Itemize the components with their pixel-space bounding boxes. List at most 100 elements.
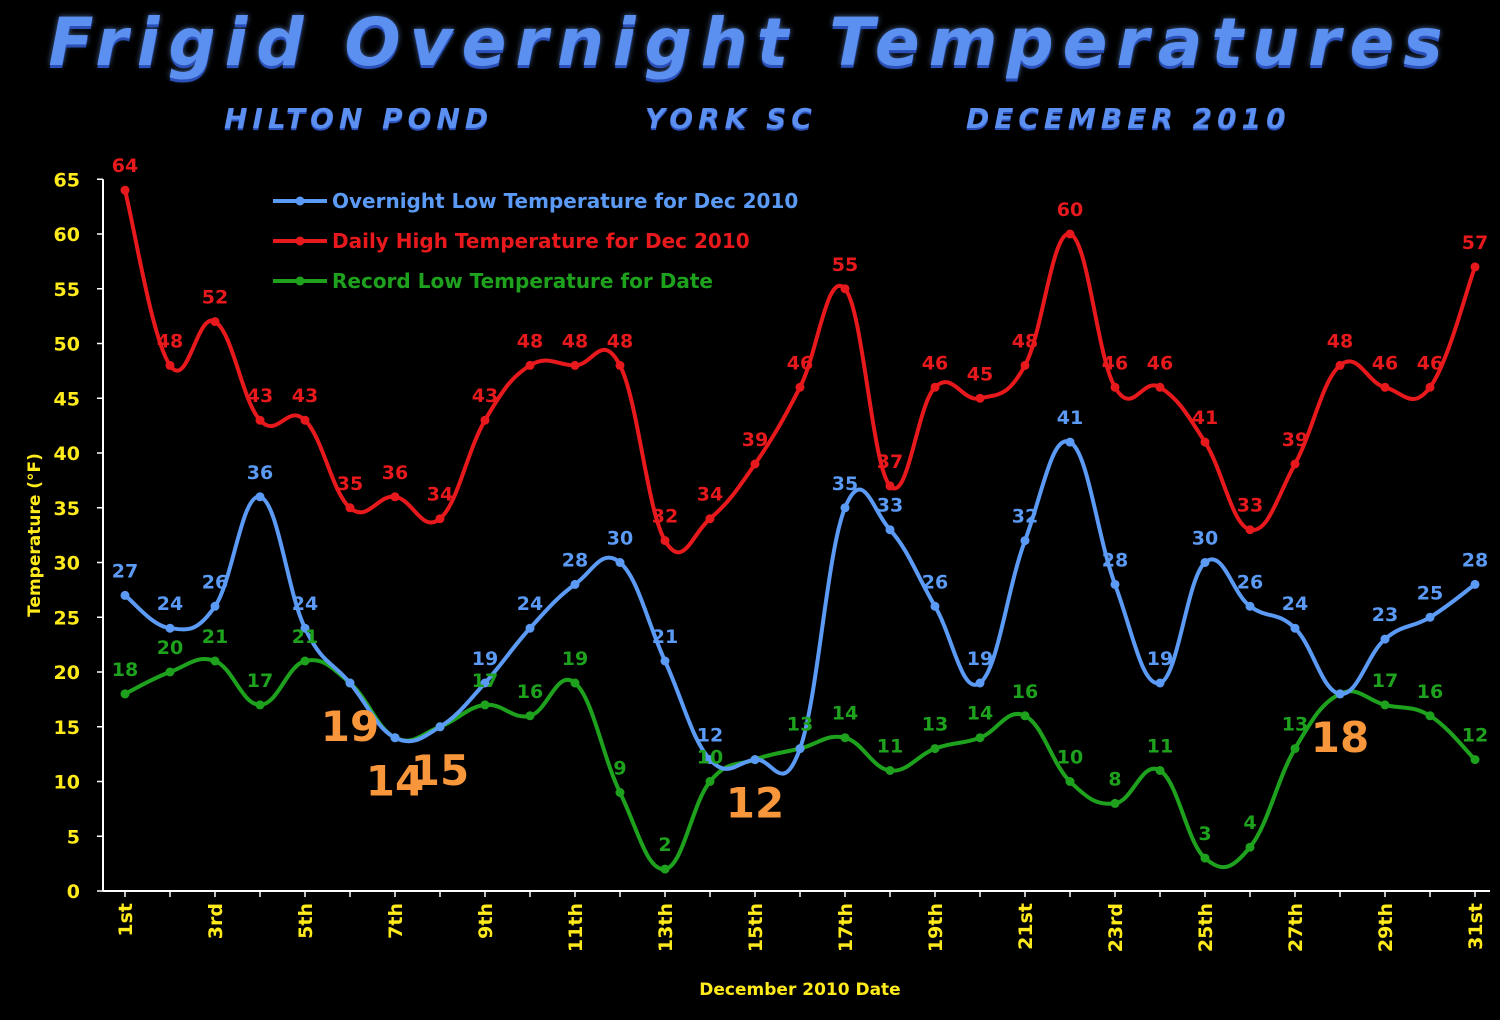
series-2-data-label: 46 (1372, 352, 1398, 374)
series-2-point (480, 415, 490, 425)
series-3-point (1425, 711, 1435, 721)
record-callout: 12 (726, 779, 784, 828)
x-tick-label: 7th (385, 903, 407, 939)
series-2-point (750, 459, 760, 469)
series-2-point (1245, 525, 1255, 535)
x-tick-label: 21st (1015, 903, 1037, 950)
legend-entry: Record Low Temperature for Date (332, 269, 713, 293)
y-axis-title: Temperature (°F) (25, 453, 45, 617)
series-1-point (705, 755, 715, 765)
series-3-point (120, 689, 130, 699)
series-3-data-label: 16 (1417, 681, 1443, 703)
series-1-data-label: 27 (112, 560, 138, 582)
series-2-data-label: 60 (1057, 199, 1083, 221)
legend-swatch-point (295, 196, 305, 206)
series-2-point (885, 481, 895, 491)
series-1-point (1245, 601, 1255, 611)
series-2-point (1425, 382, 1435, 392)
x-tick-label: 19th (925, 903, 947, 952)
x-tick-label: 5th (295, 903, 317, 939)
series-1-data-label: 41 (1057, 407, 1083, 429)
x-tick-label: 9th (475, 903, 497, 939)
y-tick-label: 65 (54, 169, 80, 191)
series-2-point (300, 415, 310, 425)
series-1-data-label: 24 (292, 593, 318, 615)
series-3-data-label: 19 (562, 648, 588, 670)
series-1-point (1155, 678, 1165, 688)
series-2-data-label: 43 (247, 385, 273, 407)
series-3-point (705, 777, 715, 786)
series-2-point (840, 284, 850, 294)
legend-swatch-point (295, 236, 305, 246)
series-1-data-label: 26 (922, 571, 948, 593)
series-layer (120, 185, 1480, 874)
series-1-point (1020, 536, 1030, 546)
chart-subtitle: HILTON POND YORK SC DECEMBER 2010 (0, 102, 1500, 142)
y-tick-label: 15 (54, 717, 80, 739)
x-tick-label: 27th (1285, 903, 1307, 952)
series-3-data-label: 13 (1282, 714, 1308, 736)
series-2-data-label: 57 (1462, 232, 1488, 254)
y-tick-label: 20 (54, 662, 80, 684)
series-3-data-label: 14 (967, 703, 993, 725)
record-callout: 14 (366, 757, 424, 806)
series-1-point (1335, 689, 1345, 699)
series-1-data-label: 28 (562, 549, 588, 571)
series-3-data-label: 21 (292, 626, 318, 648)
series-2-point (1290, 459, 1300, 469)
series-2-data-label: 33 (1237, 495, 1263, 517)
series-2-data-label: 48 (1327, 330, 1353, 352)
series-2-data-label: 52 (202, 287, 228, 309)
series-1-point (1065, 437, 1075, 447)
y-tick-label: 35 (54, 498, 80, 520)
series-3-point (255, 700, 265, 710)
series-3-point (660, 864, 670, 874)
series-2-point (1110, 382, 1120, 392)
series-3-point (300, 656, 310, 666)
series-3-data-label: 10 (1057, 747, 1083, 769)
series-3-data-label: 12 (1462, 725, 1488, 747)
series-3-data-label: 18 (112, 659, 138, 681)
series-1-data-label: 25 (1417, 582, 1443, 604)
subtitle-date: DECEMBER 2010 (966, 102, 1291, 135)
series-3-point (525, 711, 535, 721)
series-1-data-label: 19 (967, 648, 993, 670)
series-2-data-label: 48 (562, 330, 588, 352)
series-1-point (1200, 558, 1210, 567)
series-3-point (1200, 853, 1210, 863)
series-3-data-label: 14 (832, 703, 858, 725)
series-1-data-label: 36 (247, 462, 273, 484)
series-3-data-label: 20 (157, 637, 183, 659)
series-3-point (930, 744, 940, 754)
series-2-data-label: 46 (1102, 352, 1128, 374)
series-1-point (1380, 634, 1390, 644)
series-1-point (930, 601, 940, 611)
series-1-point (1110, 579, 1120, 589)
series-1-point (750, 755, 760, 765)
series-1-point (255, 492, 265, 502)
series-2-point (390, 492, 400, 502)
series-3-data-label: 4 (1243, 812, 1256, 834)
series-3-data-label: 11 (1147, 736, 1173, 758)
series-2-data-label: 48 (607, 330, 633, 352)
series-2-data-label: 46 (922, 352, 948, 374)
series-1-point (210, 601, 220, 611)
x-axis-title: December 2010 Date (699, 980, 900, 1000)
y-tick-label: 60 (54, 224, 80, 246)
record-callout: 15 (411, 746, 469, 795)
y-tick-label: 45 (54, 388, 80, 410)
x-tick-label: 1st (115, 903, 137, 937)
series-2-point (1020, 360, 1030, 370)
series-2-point (1335, 360, 1345, 370)
series-3-point (480, 700, 490, 710)
series-2-data-label: 41 (1192, 407, 1218, 429)
y-tick-label: 55 (54, 279, 80, 301)
series-2-data-label: 39 (742, 429, 768, 451)
x-tick-label: 25th (1195, 903, 1217, 952)
series-1-data-label: 24 (1282, 593, 1308, 615)
series-3-data-label: 8 (1108, 768, 1121, 790)
series-3-point (1290, 744, 1300, 754)
series-3-data-label: 11 (877, 736, 903, 758)
series-2-point (255, 415, 265, 425)
